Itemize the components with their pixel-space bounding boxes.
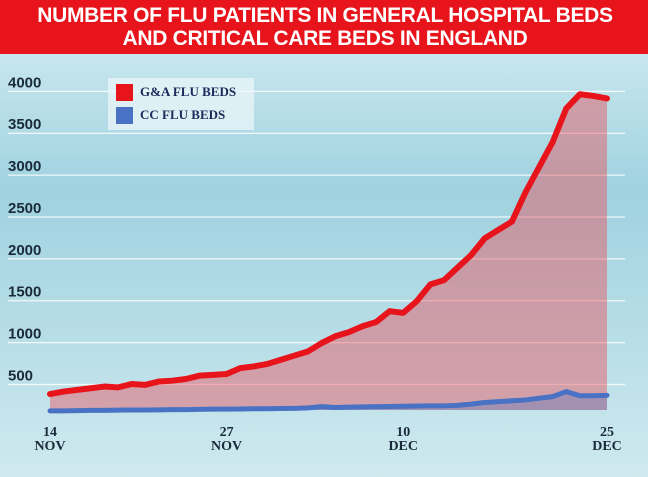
- legend-label: CC FLU BEDS: [140, 107, 225, 122]
- area-fill: [50, 94, 607, 410]
- legend: G&A FLU BEDS CC FLU BEDS: [108, 78, 254, 130]
- x-tick-label: 27 NOV: [211, 425, 243, 454]
- y-tick-label: 1000: [8, 326, 41, 343]
- legend-swatch: [116, 84, 133, 101]
- y-tick-label: 1500: [8, 284, 41, 301]
- chart-title: NUMBER OF FLU PATIENTS IN GENERAL HOSPIT…: [37, 4, 613, 50]
- legend-swatch: [116, 107, 133, 124]
- series-line: [47, 91, 610, 398]
- y-tick-label: 3500: [8, 116, 41, 133]
- x-tick-label: 10 DEC: [388, 425, 418, 454]
- x-tick-label: 25 DEC: [592, 425, 622, 454]
- y-tick-label: 3000: [8, 158, 41, 175]
- series-line: [47, 389, 610, 414]
- y-tick-label: 2000: [8, 242, 41, 259]
- y-tick-label: 500: [8, 367, 33, 384]
- y-tick-label: 4000: [8, 74, 41, 91]
- title-banner: [0, 0, 648, 54]
- legend-label: G&A FLU BEDS: [140, 84, 236, 99]
- y-tick-label: 2500: [8, 200, 41, 217]
- x-tick-label: 14 NOV: [34, 425, 66, 454]
